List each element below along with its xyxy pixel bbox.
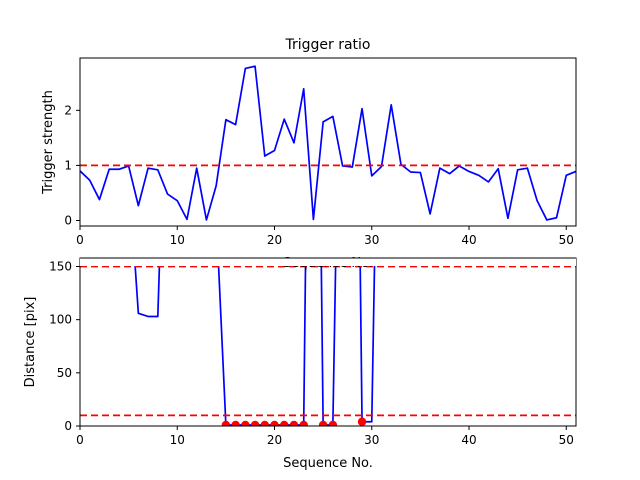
data-point-marker	[289, 420, 299, 426]
data-point-marker	[299, 420, 308, 426]
x-tick-label: 0	[76, 433, 84, 447]
x-tick-label: 30	[364, 433, 379, 447]
distance-chart: 0 10 20 30 40 50 0 50 100 150 Distance [pix] Sequ…	[23, 257, 577, 471]
data-point-marker	[221, 420, 231, 426]
x-tick-label: 10	[170, 233, 185, 247]
data-point-marker	[270, 420, 279, 426]
data-point-marker	[250, 420, 260, 426]
series-line-0	[80, 65, 576, 221]
x-tick-label: 50	[559, 433, 574, 447]
x-tick-label: 10	[170, 433, 185, 447]
y-tick-label: 0	[64, 213, 72, 227]
y-axis-label: Trigger strength	[41, 90, 56, 195]
y-tick-label: 50	[57, 366, 72, 380]
y-tick-label: 100	[49, 313, 72, 327]
chart-title: Trigger ratio	[284, 37, 370, 53]
data-point-marker	[328, 420, 338, 426]
y-tick-label: 1	[64, 158, 72, 172]
x-tick-label: 20	[267, 233, 282, 247]
x-axis-label: Sequence No.	[283, 456, 373, 471]
data-point-marker	[260, 420, 269, 426]
x-tick-label: 30	[364, 233, 379, 247]
y-tick-label: 0	[64, 419, 72, 433]
data-point-marker	[231, 420, 240, 426]
x-tick-label: 20	[267, 433, 282, 447]
data-point-marker	[241, 420, 250, 426]
data-point-marker	[357, 417, 367, 426]
x-tick-label: 0	[76, 233, 84, 247]
trigger-ratio-chart: Trigger ratio 0 10 20 30 40 50 0 1 2 Trigger str…	[41, 37, 577, 247]
data-point-marker	[280, 420, 289, 426]
x-tick-label: 50	[559, 233, 574, 247]
x-tick-label: 40	[461, 433, 476, 447]
plot-frame	[79, 57, 577, 227]
y-tick-label: 2	[64, 103, 72, 117]
y-axis-label: Distance [pix]	[23, 297, 38, 388]
y-tick-label: 150	[49, 260, 72, 274]
x-tick-label: 40	[461, 233, 476, 247]
data-point-marker	[318, 420, 328, 426]
